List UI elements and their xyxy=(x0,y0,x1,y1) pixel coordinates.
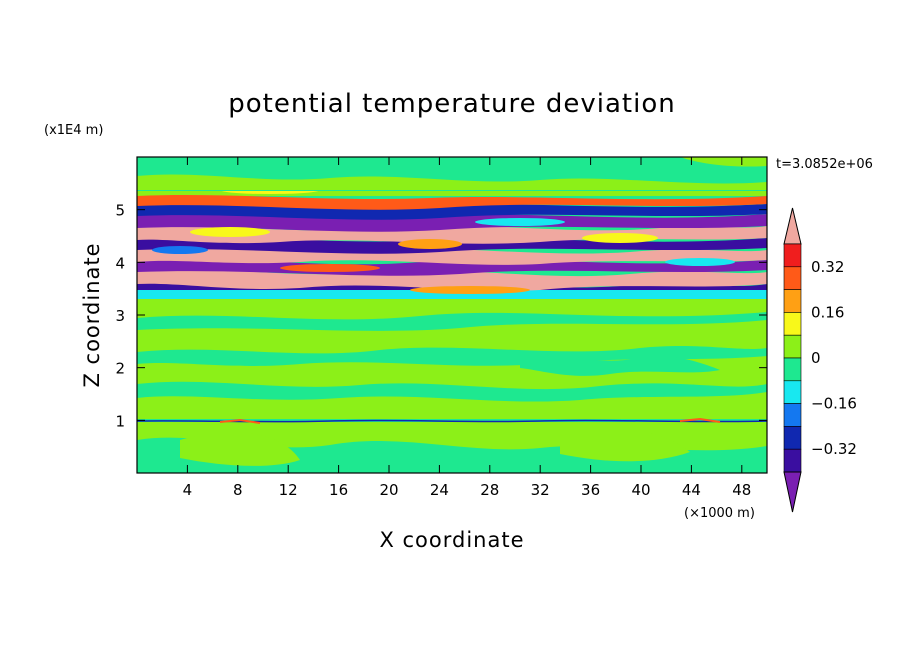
contour-band xyxy=(137,268,767,291)
contour-patch xyxy=(152,246,208,254)
contour-patch xyxy=(137,312,767,331)
x-tick-label: 28 xyxy=(480,481,499,499)
x-tick-label: 8 xyxy=(233,481,243,499)
contour-patch xyxy=(190,227,270,237)
contour-band xyxy=(137,258,767,276)
contour-patch xyxy=(520,356,720,376)
colorbar-label: −0.16 xyxy=(811,395,857,413)
colorbar-segment xyxy=(783,289,802,313)
colorbar-segment xyxy=(783,266,802,290)
x-tick-label: 20 xyxy=(379,481,398,499)
colorbar-segment xyxy=(783,448,802,473)
y-axis-title: Z coordinate xyxy=(80,242,104,387)
contour-patch xyxy=(398,239,462,249)
colorbar-label: −0.32 xyxy=(811,440,857,458)
colorbar-label: 0 xyxy=(811,349,821,367)
contour-patch xyxy=(137,174,767,190)
x-tick-label: 44 xyxy=(682,481,701,499)
colorbar-segment xyxy=(783,312,802,336)
contour-patch xyxy=(137,346,767,366)
contour-line xyxy=(219,418,261,424)
colorbar-min-triangle xyxy=(783,471,802,513)
colorbar-segment xyxy=(783,334,802,359)
x-tick-label: 36 xyxy=(581,481,600,499)
x-tick-label: 4 xyxy=(183,481,193,499)
contour-patch xyxy=(137,437,767,473)
contour-patch xyxy=(180,432,300,466)
colorbar-label: 0.16 xyxy=(811,303,844,321)
contour-patch xyxy=(582,233,658,243)
x-tick-label: 40 xyxy=(631,481,650,499)
contour-field xyxy=(137,157,767,473)
colorbar-segment xyxy=(783,357,802,382)
colorbar-segment xyxy=(783,380,802,404)
y-tick-label: 4 xyxy=(115,254,125,272)
colorbar-segment xyxy=(783,426,802,450)
x-tick-label: 12 xyxy=(279,481,298,499)
y-unit-label: (x1E4 m) xyxy=(44,123,103,138)
contour-patch xyxy=(410,286,530,294)
x-tick-label: 32 xyxy=(531,481,550,499)
contour-patch xyxy=(665,258,735,266)
contour-patch xyxy=(680,157,767,167)
time-label: t=3.0852e+06 xyxy=(776,157,873,172)
colorbar-segment xyxy=(783,243,802,268)
x-tick-label: 48 xyxy=(732,481,751,499)
contour-line xyxy=(137,419,767,423)
y-tick-label: 3 xyxy=(115,307,125,325)
contour-patch xyxy=(280,264,380,272)
x-tick-label: 16 xyxy=(329,481,348,499)
contour-patch xyxy=(137,381,767,402)
x-axis-title: X coordinate xyxy=(379,528,524,552)
colorbar-max-triangle xyxy=(783,207,802,245)
x-tick-label: 24 xyxy=(430,481,449,499)
x-unit-label: (×1000 m) xyxy=(684,506,755,521)
colorbar-segment xyxy=(783,403,802,427)
chart-title: potential temperature deviation xyxy=(228,89,675,119)
contour-patch xyxy=(475,218,565,226)
colorbar-label: 0.32 xyxy=(811,258,844,276)
y-tick-label: 2 xyxy=(115,360,125,378)
y-axis-ticks: 1 2 3 4 5 xyxy=(115,202,767,430)
contour-line xyxy=(679,417,721,423)
y-tick-label: 1 xyxy=(115,412,125,430)
contour-band xyxy=(137,195,767,210)
contour-patch xyxy=(560,428,690,462)
colorbar: 0.32 0.16 0 −0.16 −0.32 xyxy=(783,207,857,513)
x-axis-ticks: 4 8 12 16 20 24 28 32 36 40 44 48 xyxy=(183,157,751,499)
y-tick-label: 5 xyxy=(115,202,125,220)
